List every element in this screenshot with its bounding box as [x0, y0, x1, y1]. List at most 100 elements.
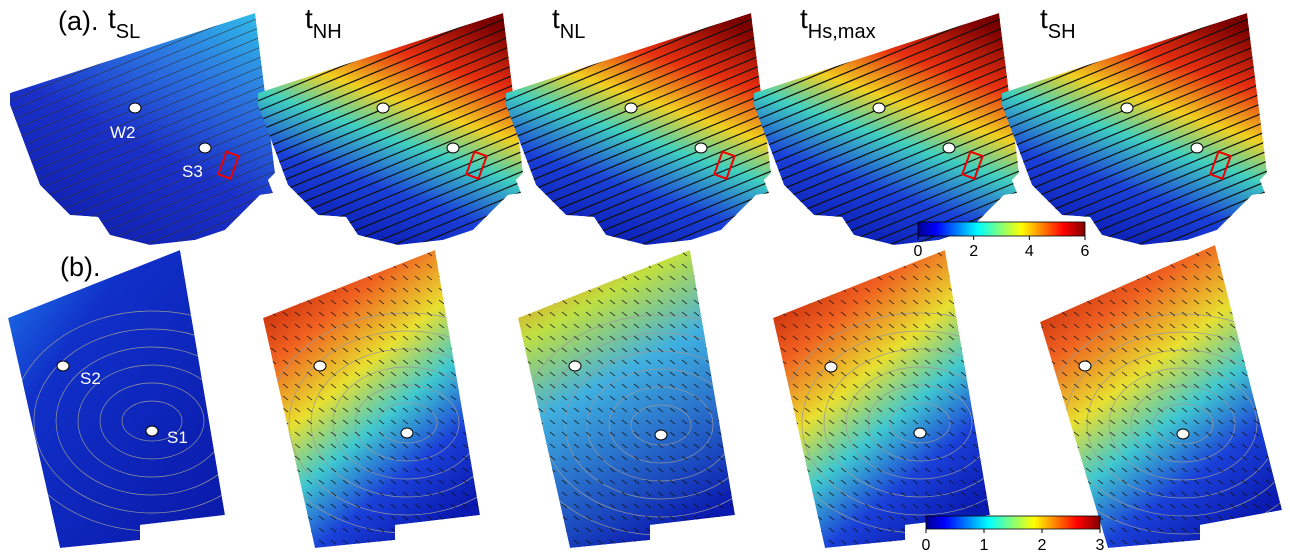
velocity-arrow — [585, 371, 592, 377]
velocity-arrow — [414, 407, 421, 413]
velocity-arrow — [816, 275, 823, 281]
velocity-arrow — [757, 240, 762, 244]
velocity-arrow — [804, 371, 811, 377]
velocity-arrow — [621, 527, 628, 533]
velocity-arrow — [948, 407, 955, 413]
velocity-arrow — [990, 540, 995, 544]
wave-ray — [1002, 14, 1267, 136]
velocity-arrow — [864, 455, 871, 461]
velocity-arrow — [888, 263, 895, 269]
velocity-arrow — [247, 492, 252, 496]
map-field — [10, 13, 275, 245]
wave-ray — [754, 24, 1019, 146]
velocity-arrow — [804, 311, 811, 317]
velocity-arrow — [502, 528, 507, 532]
title-base: t — [552, 3, 560, 34]
velocity-arrow — [997, 480, 1002, 484]
velocity-arrow — [948, 299, 955, 305]
velocity-arrow — [840, 371, 847, 377]
velocity-arrow — [900, 503, 907, 509]
velocity-arrow — [972, 503, 979, 509]
site-box — [712, 150, 736, 180]
velocity-arrow — [499, 540, 504, 544]
velocity-arrow — [295, 240, 300, 244]
velocity-arrow — [681, 443, 688, 449]
velocity-arrow — [948, 371, 955, 377]
velocity-arrow — [1193, 467, 1200, 473]
velocity-arrow — [1169, 431, 1176, 437]
velocity-arrow — [900, 455, 907, 461]
velocity-arrow — [1194, 240, 1199, 244]
velocity-arrow — [1145, 299, 1152, 305]
velocity-arrow — [247, 288, 252, 292]
velocity-arrow — [549, 275, 556, 281]
velocity-arrow — [247, 504, 252, 508]
velocity-arrow — [450, 371, 457, 377]
velocity-arrow — [402, 347, 409, 353]
velocity-arrow — [792, 503, 799, 509]
velocity-arrow — [1217, 323, 1224, 329]
velocity-arrow — [502, 324, 507, 328]
velocity-arrow — [1133, 299, 1140, 305]
velocity-arrow — [621, 491, 628, 497]
velocity-arrow — [754, 240, 759, 244]
velocity-arrow — [936, 335, 943, 341]
velocity-arrow — [864, 263, 871, 269]
velocity-arrow — [852, 419, 859, 425]
velocity-arrow — [681, 335, 688, 341]
velocity-arrow — [864, 359, 871, 365]
velocity-arrow — [888, 467, 895, 473]
velocity-arrow — [537, 539, 544, 545]
velocity-arrow — [609, 383, 616, 389]
velocity-arrow — [609, 371, 616, 377]
velocity-arrow — [876, 371, 883, 377]
velocity-arrow — [1002, 276, 1007, 280]
velocity-arrow — [474, 311, 480, 317]
velocity-arrow — [294, 359, 301, 365]
velocity-arrow — [621, 335, 628, 341]
velocity-arrow — [1002, 480, 1007, 484]
velocity-arrow — [426, 263, 433, 269]
velocity-arrow — [585, 359, 592, 365]
velocity-arrow — [717, 503, 724, 509]
velocity-arrow — [924, 455, 931, 461]
velocity-arrow — [1026, 276, 1031, 280]
velocity-arrow — [984, 395, 990, 401]
velocity-arrow — [900, 335, 907, 341]
velocity-arrow — [378, 299, 385, 305]
velocity-arrow — [669, 395, 676, 401]
velocity-arrow — [1073, 419, 1080, 425]
velocity-arrow — [972, 311, 979, 317]
velocity-arrow — [780, 371, 787, 377]
velocity-arrow — [754, 432, 759, 436]
velocity-arrow — [1085, 539, 1092, 545]
colorbar-tick-label: 2 — [969, 243, 978, 260]
velocity-arrow — [804, 419, 811, 425]
velocity-arrow — [490, 420, 495, 424]
velocity-arrow — [745, 312, 750, 316]
velocity-arrow — [561, 371, 568, 377]
velocity-arrow — [745, 396, 750, 400]
velocity-arrow — [1040, 251, 1044, 257]
velocity-arrow — [490, 240, 495, 244]
velocity-arrow — [773, 287, 775, 293]
velocity-arrow — [270, 515, 277, 521]
velocity-arrow — [378, 347, 385, 353]
velocity-arrow — [900, 383, 907, 389]
velocity-arrow — [282, 251, 289, 257]
velocity-arrow — [487, 456, 492, 460]
velocity-arrow — [1014, 324, 1019, 328]
velocity-arrow — [621, 263, 628, 269]
velocity-arrow — [511, 492, 516, 496]
velocity-arrow — [282, 431, 289, 437]
velocity-arrow — [773, 527, 775, 533]
velocity-arrow — [804, 335, 811, 341]
velocity-arrow — [585, 491, 592, 497]
velocity-arrow — [597, 515, 604, 521]
station-dot — [872, 102, 886, 114]
velocity-arrow — [549, 515, 556, 521]
velocity-arrow — [1097, 503, 1104, 509]
velocity-arrow — [754, 408, 759, 412]
velocity-arrow — [294, 347, 301, 353]
velocity-arrow — [888, 275, 895, 281]
